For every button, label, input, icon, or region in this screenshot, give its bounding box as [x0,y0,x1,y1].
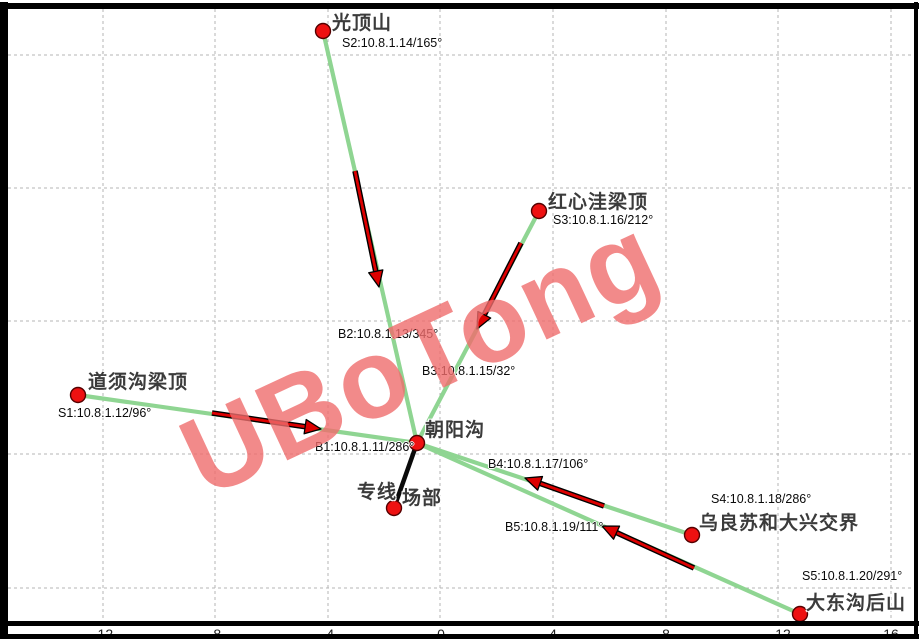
link-arrow-shaft-B3 [481,242,523,319]
node-dot-chang-bu[interactable] [385,499,403,517]
link-arrow-head-B2 [368,269,384,288]
link-arrow-head-B4 [524,475,544,491]
node-dot-hong-xin-wa[interactable] [530,202,548,220]
node-dot-dao-xu-gou[interactable] [69,386,87,404]
node-dot-wu-liang-su[interactable] [683,526,701,544]
link-arrow-head-B1 [303,418,322,435]
frame-top-border [0,3,919,9]
link-arrow-shaft-B5 [612,529,695,570]
link-arrow-shaft-B4 [535,480,605,508]
node-dot-da-dong-gou[interactable] [791,605,809,623]
node-dot-chao-yang-gou[interactable] [408,434,426,452]
link-arrow-shaft-B1 [211,411,310,429]
frame-bottom-border [0,634,919,639]
x-axis-line [0,621,919,626]
link-line-zhuanxian[interactable] [391,440,420,511]
link-arrow-shaft-B2 [353,170,378,276]
link-arrow-head-B5 [601,525,621,540]
frame-left-border [0,2,8,639]
frame-right-border [914,2,918,639]
link-arrow-head-B3 [476,310,492,330]
node-dot-guang-ding-shan[interactable] [314,22,332,40]
